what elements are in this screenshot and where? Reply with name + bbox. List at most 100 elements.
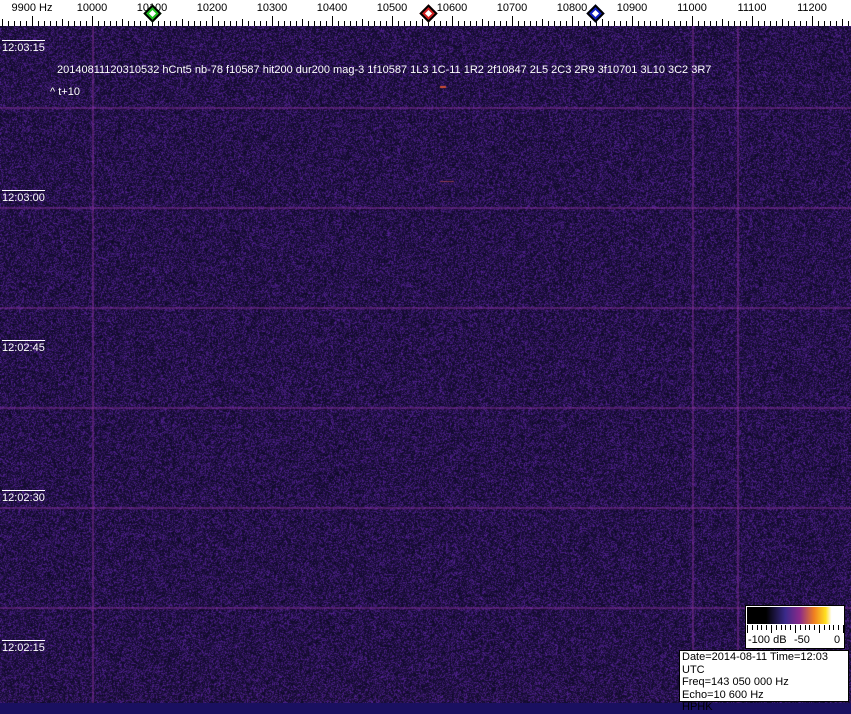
scale-tick bbox=[795, 625, 796, 633]
frequency-tick bbox=[620, 21, 621, 26]
frequency-label: 10000 bbox=[77, 2, 108, 14]
frequency-tick bbox=[176, 21, 177, 26]
frequency-tick bbox=[314, 21, 315, 26]
frequency-tick bbox=[626, 21, 627, 26]
frequency-tick bbox=[290, 21, 291, 26]
frequency-tick bbox=[230, 21, 231, 26]
frequency-tick bbox=[662, 19, 663, 26]
frequency-tick bbox=[308, 21, 309, 26]
frequency-tick bbox=[110, 21, 111, 26]
frequency-tick bbox=[398, 21, 399, 26]
date-time: Date=2014-08-11 Time=12:03 UTC bbox=[682, 651, 848, 676]
frequency-tick bbox=[788, 21, 789, 26]
frequency-tick bbox=[164, 21, 165, 26]
frequency-tick bbox=[512, 16, 513, 26]
frequency-label: 10800 bbox=[557, 2, 588, 14]
color-gradient bbox=[747, 607, 843, 624]
frequency-tick bbox=[50, 21, 51, 26]
time-label: 12:03:15 bbox=[2, 40, 45, 54]
frequency-tick bbox=[326, 21, 327, 26]
frequency-label: 10700 bbox=[497, 2, 528, 14]
frequency-label: 10300 bbox=[257, 2, 288, 14]
frequency-label: 10900 bbox=[617, 2, 648, 14]
frequency-tick bbox=[758, 21, 759, 26]
frequency-tick bbox=[554, 21, 555, 26]
frequency-tick bbox=[296, 21, 297, 26]
frequency-tick bbox=[272, 16, 273, 26]
frequency-tick bbox=[410, 21, 411, 26]
frequency-tick bbox=[332, 16, 333, 26]
frequency-tick bbox=[518, 21, 519, 26]
frequency-tick bbox=[668, 21, 669, 26]
frequency-axis: 9900 Hz100001010010200103001040010500106… bbox=[0, 0, 851, 26]
frequency-tick bbox=[692, 16, 693, 26]
time-label: 12:02:30 bbox=[2, 490, 45, 504]
frequency: Freq=143 050 000 Hz bbox=[682, 676, 848, 689]
scale-tick bbox=[809, 625, 810, 630]
frequency-tick bbox=[2, 19, 3, 26]
frequency-tick bbox=[416, 21, 417, 26]
frequency-tick bbox=[524, 21, 525, 26]
frequency-tick bbox=[338, 21, 339, 26]
frequency-tick bbox=[470, 21, 471, 26]
frequency-tick bbox=[38, 21, 39, 26]
frequency-tick bbox=[146, 21, 147, 26]
scale-tick bbox=[824, 625, 825, 630]
frequency-tick bbox=[248, 21, 249, 26]
frequency-tick bbox=[320, 21, 321, 26]
frequency-tick bbox=[62, 19, 63, 26]
frequency-tick bbox=[392, 16, 393, 26]
frequency-tick bbox=[638, 21, 639, 26]
frequency-tick bbox=[224, 21, 225, 26]
frequency-tick bbox=[236, 21, 237, 26]
frequency-tick bbox=[68, 21, 69, 26]
frequency-tick bbox=[710, 21, 711, 26]
frequency-tick bbox=[374, 21, 375, 26]
frequency-tick bbox=[116, 21, 117, 26]
frequency-label: 11100 bbox=[738, 2, 767, 14]
waterfall-display[interactable] bbox=[0, 26, 851, 703]
frequency-tick bbox=[356, 21, 357, 26]
frequency-tick bbox=[206, 21, 207, 26]
frequency-tick bbox=[818, 21, 819, 26]
scale-tick bbox=[819, 625, 820, 633]
frequency-tick bbox=[566, 21, 567, 26]
frequency-tick bbox=[380, 21, 381, 26]
scale-tick bbox=[833, 625, 834, 630]
frequency-tick bbox=[32, 16, 33, 26]
frequency-tick bbox=[812, 16, 813, 26]
time-label: 12:02:15 bbox=[2, 640, 45, 654]
frequency-tick bbox=[74, 21, 75, 26]
frequency-tick bbox=[8, 21, 9, 26]
frequency-tick bbox=[542, 19, 543, 26]
frequency-tick bbox=[26, 21, 27, 26]
frequency-tick bbox=[680, 21, 681, 26]
time-label: 12:02:45 bbox=[2, 340, 45, 354]
frequency-tick bbox=[194, 21, 195, 26]
frequency-tick bbox=[734, 21, 735, 26]
scale-tick bbox=[757, 625, 758, 630]
frequency-tick bbox=[452, 16, 453, 26]
frequency-tick bbox=[782, 19, 783, 26]
scale-tick bbox=[771, 625, 772, 633]
frequency-tick bbox=[104, 21, 105, 26]
frequency-tick bbox=[266, 21, 267, 26]
frequency-tick bbox=[752, 16, 753, 26]
frequency-tick bbox=[44, 21, 45, 26]
frequency-tick bbox=[158, 21, 159, 26]
detection-text: 20140811120310532 hCnt5 nb-78 f10587 hit… bbox=[57, 64, 711, 76]
frequency-tick bbox=[386, 21, 387, 26]
scale-tick bbox=[800, 625, 801, 630]
frequency-tick bbox=[350, 21, 351, 26]
frequency-tick bbox=[242, 19, 243, 26]
frequency-tick bbox=[602, 19, 603, 26]
frequency-tick bbox=[704, 21, 705, 26]
frequency-tick bbox=[254, 21, 255, 26]
scale-tick bbox=[843, 625, 844, 633]
frequency-tick bbox=[362, 19, 363, 26]
frequency-tick bbox=[14, 21, 15, 26]
frequency-tick bbox=[188, 21, 189, 26]
scale-tick bbox=[785, 625, 786, 630]
frequency-tick bbox=[464, 21, 465, 26]
